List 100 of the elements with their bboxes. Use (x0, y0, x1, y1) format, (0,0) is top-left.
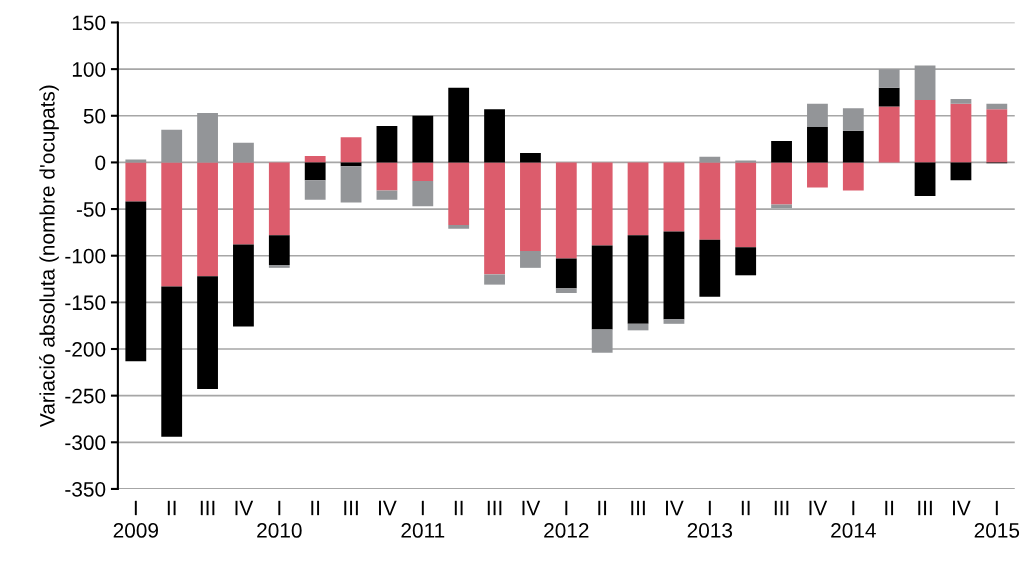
bar (591, 245, 613, 330)
bar (555, 288, 577, 294)
bar (842, 108, 864, 131)
bar (484, 109, 505, 163)
bar (125, 162, 147, 202)
bar (627, 162, 649, 236)
bar (412, 162, 434, 182)
x-tick-label: II (598, 500, 607, 516)
bar (735, 247, 757, 276)
x-tick-label: IV (953, 500, 971, 516)
y-tick-label: -300 (65, 435, 106, 451)
bar (878, 87, 900, 107)
y-tick-label: 50 (83, 108, 106, 124)
bar (555, 258, 577, 289)
x-tick-label: IV (379, 500, 397, 516)
x-tick-label: II (311, 500, 320, 516)
bar (555, 162, 577, 259)
x-tick-label: IV (666, 500, 684, 516)
y-tick-label: -150 (65, 295, 106, 311)
bar (304, 162, 326, 181)
x-tick-label: I 2012 (544, 500, 589, 538)
y-tick-label: 0 (95, 155, 106, 171)
bar (878, 69, 900, 88)
bar (986, 109, 1008, 163)
bar (197, 162, 218, 277)
x-tick-label: III (344, 500, 358, 516)
x-tick-label: III (487, 500, 502, 516)
bar (161, 129, 183, 163)
bar (376, 190, 398, 200)
y-tick-label: -50 (76, 202, 106, 217)
bar (484, 162, 505, 275)
bar (484, 274, 505, 285)
bar (663, 162, 685, 232)
bar (340, 166, 362, 203)
y-tick-label: -100 (65, 248, 106, 264)
x-tick-label: IV (522, 500, 541, 516)
y-tick-label: -200 (65, 342, 106, 357)
x-tick-label: III (918, 500, 932, 516)
x-tick-label: IV (809, 500, 828, 516)
bar (233, 142, 254, 163)
bar (233, 244, 254, 327)
bar (914, 65, 936, 100)
bar (771, 162, 792, 205)
x-tick-label: II (454, 500, 463, 516)
bar (663, 319, 685, 324)
bar (197, 276, 218, 390)
y-tick-label: -250 (65, 388, 106, 404)
bar (412, 181, 434, 207)
bar (233, 162, 254, 245)
bar (520, 251, 541, 268)
bar (340, 137, 362, 163)
bar (663, 231, 685, 320)
bar (842, 162, 864, 191)
bar (807, 103, 828, 127)
bar (197, 112, 218, 163)
bar (340, 162, 362, 167)
x-tick-label: I 2009 (113, 500, 158, 538)
x-tick-label: II (741, 500, 750, 516)
bar (950, 162, 972, 181)
bar (771, 204, 792, 209)
bar (950, 98, 972, 104)
bar (699, 239, 721, 297)
x-tick-label: I 2010 (257, 500, 302, 538)
x-tick-label: III (631, 500, 645, 516)
bar (376, 126, 398, 163)
bar (914, 99, 936, 163)
bar (448, 87, 470, 163)
bar (448, 162, 470, 225)
bar (304, 180, 326, 200)
bar (627, 235, 649, 324)
y-axis-title: Variació absoluta (nombre d'ocupats) (39, 85, 59, 428)
x-tick-label: II (885, 500, 894, 516)
x-tick-label: II (167, 500, 176, 516)
x-tick-label: III (774, 500, 789, 516)
bar (520, 153, 541, 163)
bar (412, 115, 434, 163)
bar (807, 126, 828, 163)
bar (268, 162, 290, 236)
bar (807, 162, 828, 188)
bar (448, 224, 470, 229)
bar (268, 235, 290, 266)
bar (304, 155, 326, 163)
bar (591, 329, 613, 353)
bar (842, 130, 864, 163)
bar (376, 162, 398, 191)
bar (520, 162, 541, 252)
x-tick-label: IV (235, 500, 254, 516)
x-tick-label: I 2015 (974, 500, 1020, 538)
y-tick-label: 150 (72, 15, 106, 31)
bar (125, 201, 147, 362)
bar (914, 162, 936, 196)
bar (699, 162, 721, 240)
bar (735, 162, 757, 248)
bar (268, 265, 290, 268)
bar (591, 162, 613, 246)
x-tick-label: I 2014 (831, 500, 876, 538)
bar (878, 106, 900, 163)
x-tick-label: I 2011 (401, 500, 445, 538)
bar (771, 140, 792, 163)
bar (950, 103, 972, 163)
